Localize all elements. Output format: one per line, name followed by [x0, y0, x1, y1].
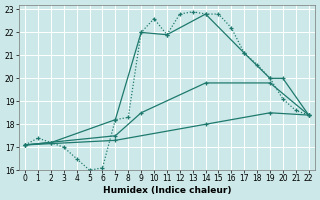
X-axis label: Humidex (Indice chaleur): Humidex (Indice chaleur): [103, 186, 231, 195]
